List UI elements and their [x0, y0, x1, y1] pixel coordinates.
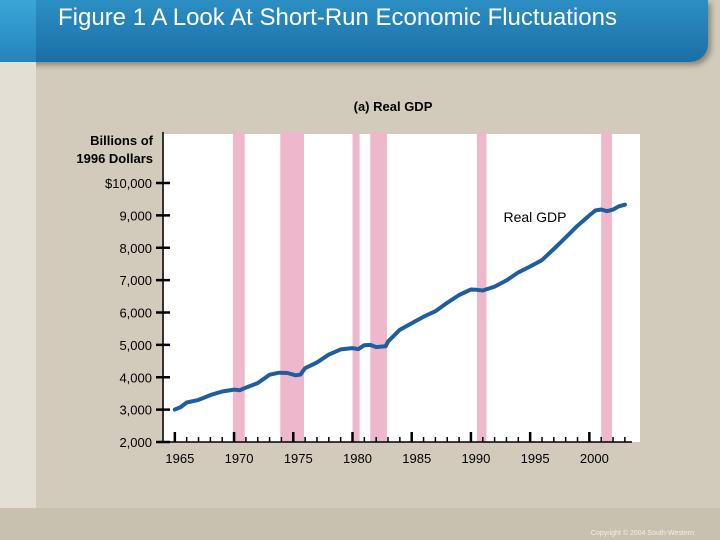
- y-tick-label: 5,000: [119, 338, 152, 353]
- real-gdp-series-line: [172, 202, 627, 412]
- recession-band-5: [476, 132, 487, 442]
- y-tick-label: 8,000: [119, 241, 152, 256]
- y-tick-label: 2,000: [119, 435, 152, 450]
- x-tick-label: 1970: [225, 451, 254, 466]
- chart-title: (a) Real GDP: [354, 99, 433, 114]
- y-axis-label-line-1: Billions of: [90, 133, 154, 148]
- x-tick-label: 1985: [402, 451, 431, 466]
- side-strip: [0, 62, 36, 540]
- y-tick-label: $10,000: [105, 176, 152, 191]
- y-tick-label: 6,000: [119, 306, 152, 321]
- slide-title: Figure 1 A Look At Short-Run Economic Fl…: [58, 4, 617, 31]
- title-bar: Figure 1 A Look At Short-Run Economic Fl…: [0, 0, 708, 62]
- recession-band-3: [352, 132, 360, 442]
- x-tick-label: 1965: [165, 451, 194, 466]
- copyright-notice: Copyright © 2004 South-Western: [590, 530, 694, 537]
- y-ticks: 2,000 3,000 4,000 5,000 6,000 7,000 8,000 9,000…: [105, 176, 170, 450]
- y-tick-label: 9,000: [119, 208, 152, 223]
- x-tick-label: 2000: [580, 451, 609, 466]
- y-tick-label: 4,000: [119, 370, 152, 385]
- y-axis-label-line-2: 1996 Dollars: [76, 151, 153, 166]
- x-tick-label: 1990: [461, 451, 490, 466]
- recession-bands: [232, 132, 612, 442]
- x-tick-label: 1975: [284, 451, 313, 466]
- recession-band-1: [232, 132, 245, 442]
- y-tick-label: 7,000: [119, 273, 152, 288]
- x-ticks: 1965 1970 1975 1980 1985 1990 1995 2000: [165, 432, 626, 466]
- y-tick-label: 3,000: [119, 403, 152, 418]
- x-tick-label: 1980: [343, 451, 372, 466]
- recession-band-6: [601, 132, 612, 442]
- x-tick-label: 1995: [521, 451, 550, 466]
- footer-band: [0, 508, 720, 540]
- recession-band-2: [280, 132, 304, 442]
- recession-band-4: [370, 132, 387, 442]
- series-label: Real GDP: [503, 209, 566, 225]
